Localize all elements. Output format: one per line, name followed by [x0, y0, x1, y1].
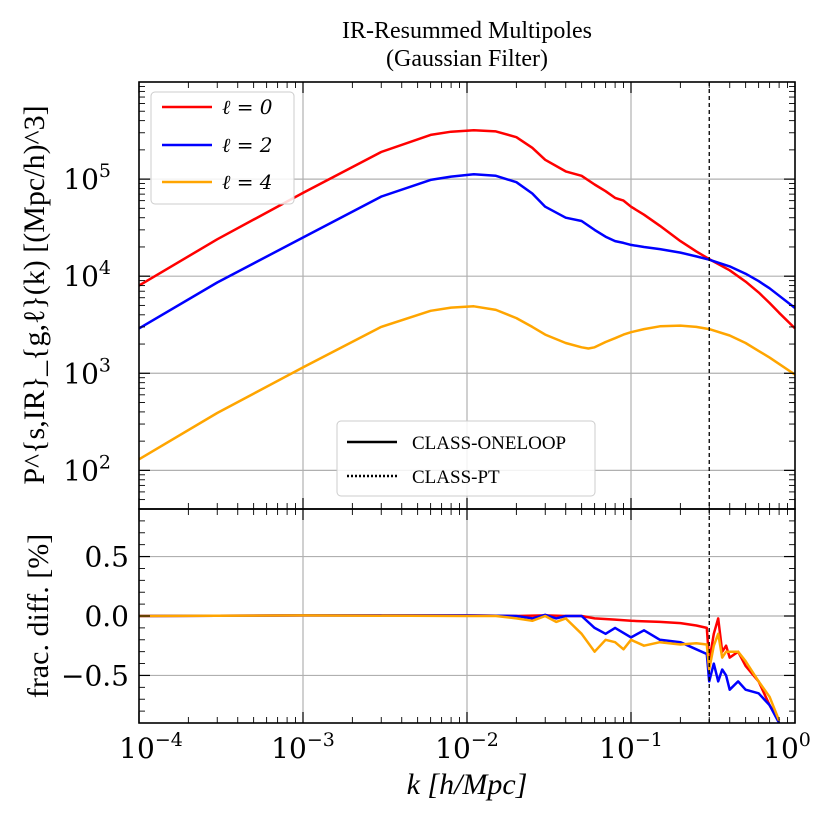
- bottom-series-line-l2: [139, 613, 781, 723]
- top-y-tick-label: 105: [63, 160, 111, 196]
- top-y-tick-label: 102: [63, 451, 111, 487]
- x-tick-label: 100: [763, 729, 811, 765]
- bottom-panel-frame: [138, 508, 796, 724]
- bottom-panel-y-tick-labels: −0.5 0.0 0.5: [61, 541, 129, 693]
- top-series-line-l2: [138, 173, 796, 330]
- bottom-panel-series: [139, 613, 781, 723]
- x-tick-label: 10−4: [119, 729, 183, 765]
- bottom-y-tick-label: 0.0: [84, 600, 129, 633]
- x-tick-labels: 10−4 10−3 10−2 10−1 100: [119, 729, 811, 765]
- legend-label-class-oneloop: CLASS-ONELOOP: [412, 433, 566, 454]
- top-y-tick-label: 103: [63, 354, 111, 390]
- x-axis-label: k [h/Mpc]: [407, 768, 528, 801]
- top-series-line-l0: [138, 129, 796, 330]
- top-y-axis-label: P^{s,IR}_{g,ℓ}(k) [(Mpc/h)^3]: [18, 105, 51, 484]
- top-series-line-l4: [138, 305, 796, 461]
- series-legend-box: [150, 91, 295, 205]
- x-tick-label: 10−1: [599, 729, 663, 765]
- x-tick-label: 10−3: [271, 729, 335, 765]
- bottom-y-tick-label: −0.5: [61, 659, 129, 692]
- chart-title-line-2: (Gaussian Filter): [386, 46, 548, 72]
- top-y-tick-label: 104: [63, 257, 111, 293]
- bottom-y-tick-label: 0.5: [84, 541, 129, 574]
- top-panel-y-tick-labels: 102 103 104 105: [63, 160, 111, 487]
- legend-label-l2: ℓ = 2: [222, 133, 273, 157]
- legend-label-l0: ℓ = 0: [222, 95, 273, 119]
- style-legend: CLASS-ONELOOP CLASS-PT: [336, 420, 596, 497]
- bottom-y-axis-label: frac. diff. [%]: [22, 534, 55, 698]
- legend-label-l4: ℓ = 4: [222, 170, 273, 194]
- top-panel-ticks: [138, 82, 796, 510]
- legend-label-class-pt: CLASS-PT: [412, 467, 500, 488]
- chart-title-line-1: IR-Resummed Multipoles: [342, 18, 592, 44]
- x-tick-label: 10−2: [435, 729, 499, 765]
- series-legend: ℓ = 0 ℓ = 2 ℓ = 4: [150, 91, 295, 205]
- bottom-series-line-l4: [139, 614, 781, 722]
- style-legend-box: [336, 420, 596, 497]
- top-panel-series: [138, 129, 796, 461]
- bottom-series-line-l0: [139, 614, 781, 722]
